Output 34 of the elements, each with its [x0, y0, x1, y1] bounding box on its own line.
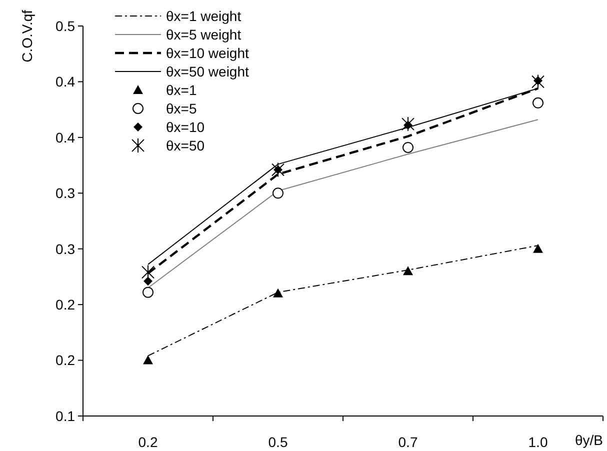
- y-tick-label: 0.2: [56, 296, 76, 312]
- x-tick-label: 0.7: [398, 434, 418, 450]
- y-axis-title: C.O.V.qf: [18, 10, 35, 62]
- legend-label: θx=1: [166, 82, 197, 98]
- point: [402, 116, 414, 132]
- x-tick-label: 1.0: [528, 434, 548, 450]
- point: [402, 142, 414, 153]
- y-tick-label: 0.1: [56, 408, 76, 424]
- legend-label: θx=50 weight: [166, 63, 250, 80]
- y-tick-label: 0.5: [56, 18, 76, 34]
- point: [533, 244, 543, 253]
- y-tick-label: 0.4: [56, 74, 76, 90]
- point: [143, 355, 153, 364]
- legend-label: θx=1 weight: [166, 8, 242, 24]
- x-tick-label: 0.2: [138, 434, 158, 450]
- legend-label: θx=10 weight: [166, 44, 250, 61]
- point: [272, 188, 284, 199]
- point: [142, 286, 154, 298]
- x-axis-title: θy/B: [574, 432, 603, 448]
- point: [142, 264, 154, 280]
- legend-label: θx=5: [166, 100, 197, 116]
- legend-label: θx=5 weight: [166, 26, 242, 42]
- y-tick-label: 0.2: [56, 352, 76, 368]
- point: [403, 266, 413, 276]
- y-tick-label: 0.4: [56, 129, 76, 146]
- legend-label: θx=10: [166, 118, 205, 135]
- x-tick-label: 0.5: [268, 434, 288, 450]
- y-tick-label: 0.3: [56, 185, 76, 202]
- legend-label: θx=50: [166, 137, 205, 154]
- point: [144, 276, 152, 286]
- y-tick-label: 0.3: [56, 240, 76, 257]
- point: [273, 288, 283, 298]
- point: [532, 97, 544, 108]
- point: [272, 162, 284, 178]
